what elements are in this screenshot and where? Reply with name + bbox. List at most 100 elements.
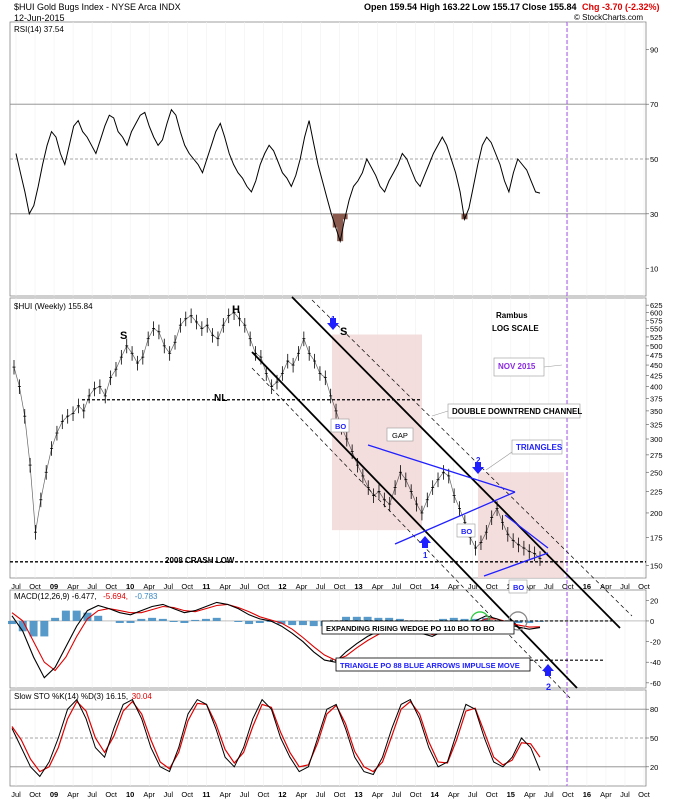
- label-gap: GAP: [392, 431, 408, 440]
- y-tick-label: 175: [650, 533, 663, 542]
- chart-credit: © StockCharts.com: [574, 13, 644, 22]
- x-tick-label: Oct: [410, 582, 423, 591]
- macd-histogram-bar: [158, 618, 167, 621]
- rsi-line: [15, 108, 541, 244]
- y-tick-label: 250: [650, 468, 663, 477]
- x-tick-label: 12: [278, 582, 286, 591]
- label-left-shoulder: S: [120, 330, 127, 342]
- macd-histogram-bar: [126, 620, 135, 624]
- macd-histogram-bar: [51, 617, 60, 621]
- label-breakout: BO: [335, 422, 346, 431]
- x-tick-label: 14: [430, 582, 439, 591]
- x-tick-label: Apr: [372, 790, 384, 799]
- macd-histogram-bar: [385, 617, 394, 621]
- label-rambus: Rambus: [496, 311, 528, 320]
- x-tick-label: Oct: [181, 582, 194, 591]
- macd-legend-item: -0.783: [135, 592, 158, 601]
- x-tick-label: Jul: [316, 582, 326, 591]
- macd-histogram-bar: [471, 618, 480, 621]
- label-arrow-1: 1: [331, 315, 336, 324]
- x-tick-label: 10: [126, 790, 134, 799]
- y-tick-label: 450: [650, 361, 663, 370]
- x-tick-label: Jul: [240, 790, 250, 799]
- quote-close: Close 155.84: [522, 2, 577, 12]
- rsi-oversold-fill: [341, 213, 348, 220]
- callout-line: [485, 451, 513, 471]
- rsi-legend: RSI(14) 37.54: [14, 25, 64, 34]
- x-tick-label: 15: [507, 790, 515, 799]
- label-breakout: BO: [513, 583, 524, 592]
- label-arrow-2: 2: [546, 682, 551, 692]
- x-tick-label: 12: [278, 790, 286, 799]
- macd-histogram-bar: [212, 617, 221, 621]
- x-tick-label: Apr: [67, 582, 79, 591]
- sto-d-line: [11, 700, 541, 773]
- y-tick-label: 10: [650, 265, 658, 274]
- y-tick-label: 0: [650, 617, 654, 626]
- x-tick-label: Jul: [11, 790, 21, 799]
- sto-legend-item: 30.04: [132, 692, 153, 701]
- x-tick-label: 16: [583, 582, 591, 591]
- x-tick-label: Apr: [143, 582, 155, 591]
- x-tick-label: Oct: [334, 582, 347, 591]
- y-tick-label: 425: [650, 371, 663, 380]
- macd-histogram-bar: [234, 620, 243, 622]
- rsi-oversold-fill: [332, 213, 339, 228]
- label-arrow-2: 2: [476, 456, 481, 465]
- macd-histogram-bar: [94, 615, 103, 621]
- gap-label-box: [386, 427, 414, 442]
- y-tick-label: 625: [650, 301, 663, 310]
- x-tick-label: Apr: [600, 790, 612, 799]
- shaded-box: [478, 472, 564, 578]
- x-tick-label: 11: [202, 790, 210, 799]
- y-tick-label: 550: [650, 324, 663, 333]
- macd-histogram-bar: [449, 617, 458, 621]
- callout-line: [431, 410, 449, 417]
- macd-histogram-bar: [61, 610, 70, 621]
- wedge-label-box: [321, 620, 515, 635]
- triangle-line: [394, 491, 516, 545]
- label-double-downtrend-channel: DOUBLE DOWNTREND CHANNEL: [452, 407, 582, 416]
- x-tick-label: 13: [354, 582, 362, 591]
- x-tick-label: Jul: [544, 790, 554, 799]
- y-tick-label: 50: [650, 734, 658, 743]
- rsi-oversold-fill: [337, 213, 344, 242]
- panel-frame: [9, 589, 647, 689]
- x-tick-label: Oct: [105, 790, 118, 799]
- y-tick-label: 20: [650, 596, 658, 605]
- macd-legend-item: MACD(12,26,9) -6.477,: [14, 592, 97, 601]
- x-tick-label: Jul: [392, 582, 402, 591]
- macd-histogram-bar: [29, 620, 38, 637]
- label-triangles: TRIANGLES: [516, 443, 563, 452]
- label-nov-2015: NOV 2015: [498, 362, 536, 371]
- channel-upper: [291, 296, 621, 629]
- x-tick-label: Oct: [105, 582, 118, 591]
- macd-histogram-bar: [460, 618, 469, 621]
- bo-label-box: [508, 579, 528, 594]
- y-tick-label: 20: [650, 763, 658, 772]
- macd-legend-item: -5.694,: [103, 592, 128, 601]
- macd-histogram-bar: [395, 618, 404, 621]
- x-tick-label: Apr: [296, 582, 308, 591]
- macd-histogram-bar: [83, 612, 92, 621]
- channel-lower: [251, 351, 578, 689]
- macd-histogram-bar: [18, 620, 27, 632]
- label-crash-low: 2008 CRASH LOW: [165, 556, 235, 565]
- macd-histogram-bar: [137, 618, 146, 621]
- y-tick-label: 375: [650, 394, 663, 403]
- y-tick-label: 200: [650, 509, 663, 518]
- y-tick-label: 30: [650, 210, 658, 219]
- x-tick-label: 14: [430, 790, 439, 799]
- macd-histogram-bar: [201, 618, 210, 621]
- macd-histogram-bar: [191, 619, 200, 621]
- label-breakout: BO: [461, 527, 472, 536]
- x-tick-label: Apr: [600, 582, 612, 591]
- y-tick-label: 80: [650, 705, 658, 714]
- chart-date: 12-Jun-2015: [14, 13, 65, 23]
- y-tick-label: 225: [650, 487, 663, 496]
- x-tick-label: Jul: [392, 790, 402, 799]
- x-tick-label: 11: [202, 582, 210, 591]
- price-legend: $HUI (Weekly) 155.84: [14, 302, 93, 311]
- x-tick-label: 09: [50, 790, 58, 799]
